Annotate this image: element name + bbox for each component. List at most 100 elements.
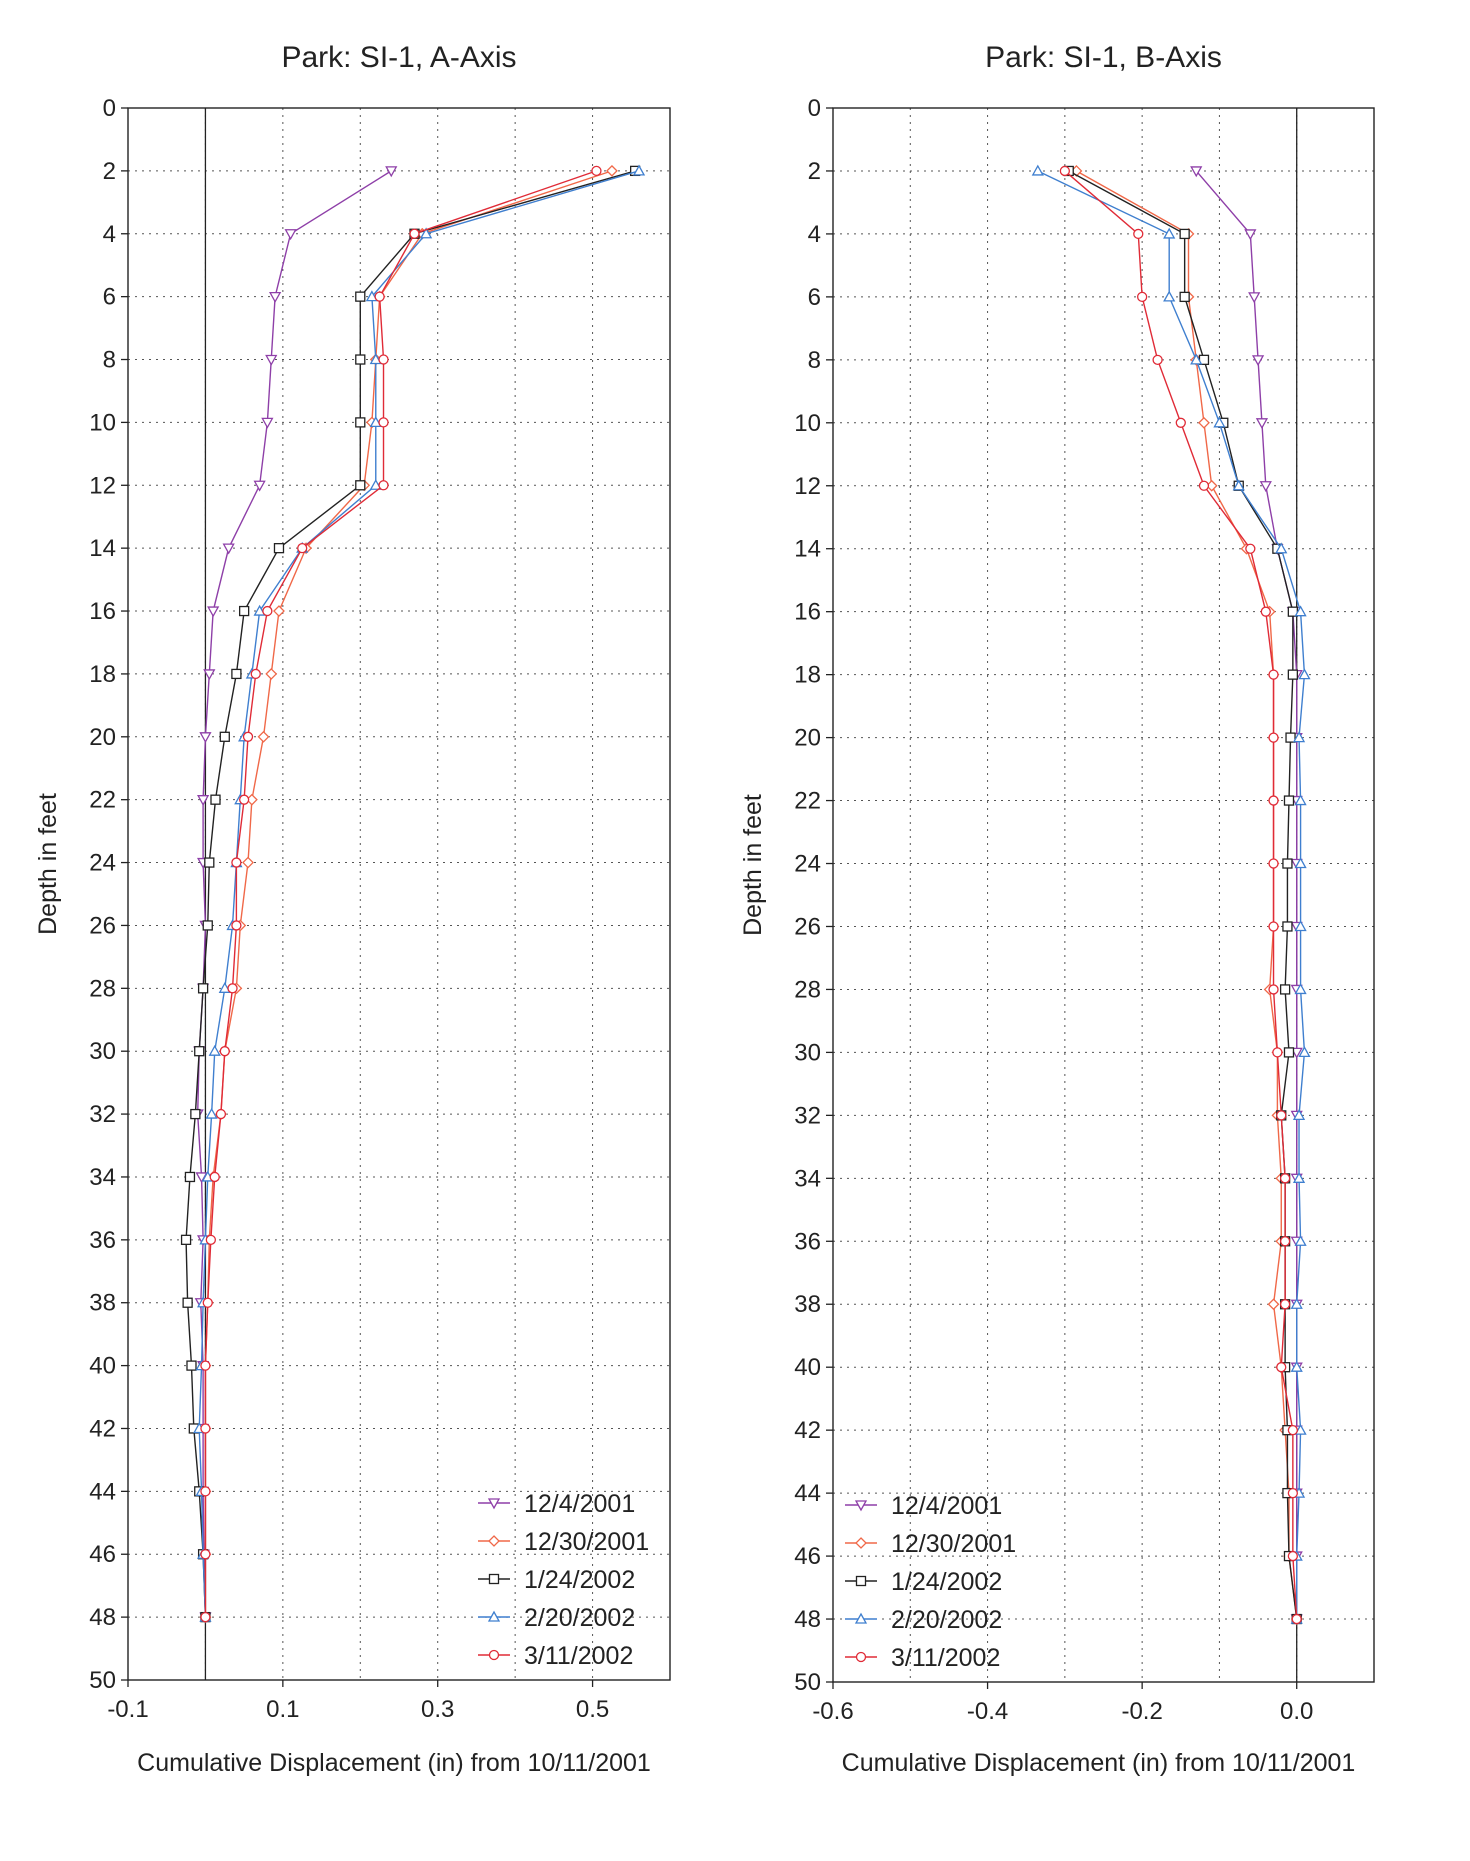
y-tick-label: 24 bbox=[89, 850, 116, 877]
data-point bbox=[419, 227, 433, 239]
x-axis-label: Cumulative Displacement (in) from 10/11/… bbox=[842, 1749, 1356, 1777]
data-point bbox=[1268, 858, 1279, 869]
data-point bbox=[1268, 795, 1279, 806]
y-tick-label: 32 bbox=[89, 1101, 116, 1128]
data-point bbox=[1290, 1047, 1303, 1059]
data-point bbox=[242, 731, 254, 742]
y-tick-label: 38 bbox=[89, 1290, 116, 1317]
y-tick-label: 14 bbox=[794, 536, 821, 563]
data-point bbox=[1285, 732, 1296, 743]
data-point bbox=[1287, 669, 1298, 680]
data-point bbox=[253, 604, 266, 616]
y-tick-label: 36 bbox=[89, 1227, 116, 1254]
data-point bbox=[1287, 1425, 1298, 1436]
data-point bbox=[355, 480, 366, 491]
data-point bbox=[1133, 228, 1144, 240]
y-tick-label: 12 bbox=[89, 472, 116, 499]
data-point bbox=[200, 1423, 211, 1434]
data-point bbox=[208, 1044, 221, 1056]
legend-entry-label: 3/11/2002 bbox=[524, 1642, 633, 1670]
data-point bbox=[355, 354, 366, 365]
data-point bbox=[261, 417, 274, 429]
data-point bbox=[218, 981, 231, 993]
data-point bbox=[1294, 794, 1307, 806]
data-point bbox=[205, 1234, 216, 1245]
y-tick-label: 8 bbox=[103, 347, 116, 374]
data-point bbox=[1294, 920, 1307, 932]
data-point bbox=[355, 417, 366, 428]
y-tick-label: 2 bbox=[103, 158, 116, 185]
data-point bbox=[205, 1107, 218, 1119]
y-tick-label: 28 bbox=[89, 975, 116, 1002]
data-point bbox=[385, 166, 398, 178]
y-tick-label: 38 bbox=[794, 1291, 821, 1318]
legend-entry-label: 12/30/2001 bbox=[524, 1528, 649, 1556]
y-tick-label: 50 bbox=[89, 1667, 116, 1694]
y-tick-label: 40 bbox=[794, 1354, 821, 1381]
data-point bbox=[194, 1046, 205, 1057]
data-point bbox=[1276, 1362, 1287, 1373]
data-point bbox=[227, 983, 238, 994]
data-point bbox=[273, 605, 285, 617]
data-point bbox=[203, 669, 216, 681]
x-tick-label: -0.4 bbox=[967, 1698, 1008, 1725]
data-point bbox=[365, 290, 379, 302]
data-point bbox=[253, 480, 266, 492]
data-point bbox=[1198, 416, 1210, 429]
legend-entry-label: 1/24/2002 bbox=[891, 1568, 1002, 1596]
data-point bbox=[1232, 479, 1245, 491]
x-tick-label: -0.6 bbox=[812, 1698, 853, 1725]
y-tick-label: 2 bbox=[808, 158, 821, 185]
data-point bbox=[1251, 355, 1265, 367]
x-tick-label: 0.3 bbox=[421, 1696, 454, 1723]
series-line-4 bbox=[204, 170, 597, 1618]
y-tick-label: 26 bbox=[89, 912, 116, 939]
data-point bbox=[297, 543, 308, 554]
y-tick-label: 34 bbox=[89, 1164, 116, 1191]
legend-marker bbox=[854, 1612, 868, 1624]
y-tick-label: 48 bbox=[89, 1604, 116, 1631]
data-point bbox=[1298, 668, 1311, 680]
data-point bbox=[200, 1549, 211, 1560]
x-axis: -0.6 -0.4 -0.2 0.0 bbox=[812, 1682, 1313, 1725]
data-point bbox=[1279, 1173, 1291, 1184]
series-line-0 bbox=[196, 170, 392, 1618]
data-point bbox=[1283, 1047, 1295, 1058]
legend-marker bbox=[488, 1535, 500, 1547]
data-point bbox=[197, 983, 209, 994]
plot-area-frame bbox=[127, 107, 671, 1681]
data-point bbox=[1294, 857, 1307, 869]
data-point bbox=[1213, 416, 1226, 428]
data-point bbox=[632, 164, 646, 176]
data-point bbox=[186, 1360, 197, 1371]
data-point bbox=[1290, 1297, 1303, 1309]
data-point bbox=[1292, 731, 1306, 743]
legend-marker bbox=[487, 1498, 501, 1510]
y-tick-label: 36 bbox=[794, 1228, 821, 1255]
data-point bbox=[190, 1108, 201, 1120]
legend-entry-label: 2/20/2002 bbox=[891, 1606, 1002, 1634]
data-point bbox=[1267, 1298, 1280, 1311]
legend: 12/4/2001 12/30/2001 1/24/2002 2/20/2002 3/1… bbox=[845, 1492, 1016, 1672]
y-tick-label: 20 bbox=[794, 725, 821, 752]
y-tick-label: 16 bbox=[89, 598, 116, 625]
data-point bbox=[1198, 480, 1210, 491]
y-tick-label: 22 bbox=[794, 788, 821, 815]
data-point bbox=[250, 668, 261, 680]
data-point bbox=[1287, 1550, 1298, 1562]
data-point bbox=[1179, 228, 1190, 240]
y-tick-label: 42 bbox=[89, 1415, 116, 1442]
data-point bbox=[1275, 542, 1288, 554]
data-point bbox=[1291, 1613, 1302, 1625]
data-point bbox=[1287, 1487, 1298, 1499]
y-tick-label: 26 bbox=[794, 913, 821, 940]
y-tick-label: 4 bbox=[103, 221, 116, 248]
series-line-0 bbox=[1195, 170, 1298, 1620]
chart-b-axis: Park: SI-1, B-Axis0246810121416182022242… bbox=[739, 41, 1375, 1777]
data-point bbox=[200, 1360, 211, 1371]
legend-entry-label: 3/11/2002 bbox=[891, 1644, 1000, 1672]
legend-marker bbox=[487, 1610, 501, 1622]
chart-title: Park: SI-1, B-Axis bbox=[985, 41, 1222, 74]
x-tick-label: -0.2 bbox=[1121, 1698, 1162, 1725]
